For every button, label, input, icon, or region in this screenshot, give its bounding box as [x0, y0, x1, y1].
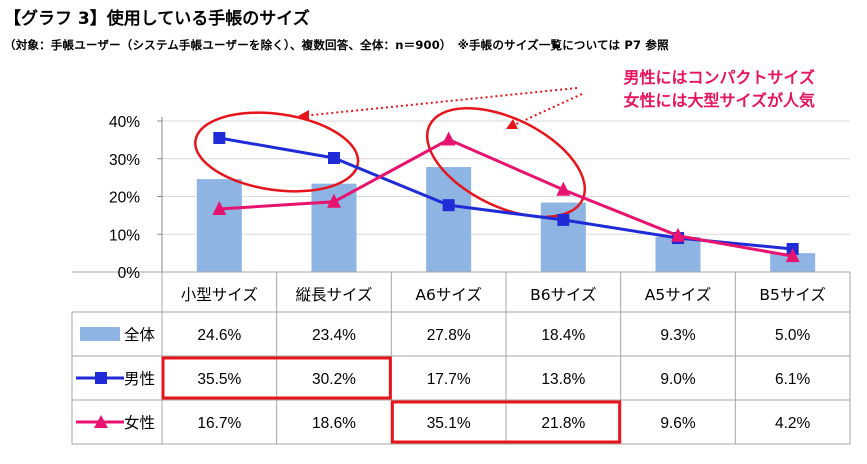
table-cell: 27.8%	[427, 327, 471, 344]
table-cell: 35.5%	[197, 371, 241, 388]
legend-key-marker	[94, 415, 108, 428]
data-point	[212, 200, 227, 215]
y-tick-label: 0%	[118, 265, 141, 282]
category-label: A6サイズ	[415, 286, 482, 304]
legend-label: 男性	[124, 370, 155, 388]
line-series	[212, 131, 800, 263]
y-tick-label: 40%	[109, 114, 140, 131]
data-point	[213, 131, 226, 144]
legend-key-marker	[95, 372, 107, 384]
highlight-box	[161, 356, 392, 400]
table-cell: 35.1%	[427, 415, 471, 432]
chart-title: 【グラフ 3】使用している手帳のサイズ	[4, 9, 310, 29]
table-cell: 17.7%	[427, 371, 471, 388]
chart-subtitle: （対象：手帳ユーザー（システム手帳ユーザーを除く）、複数回答、全体：n＝900）…	[4, 38, 669, 52]
bar	[540, 202, 586, 272]
highlight-box	[390, 400, 622, 444]
callout-line-2: 女性には大型サイズが人気	[623, 91, 815, 110]
data-table: 小型サイズ 縦長サイズ A6サイズ B6サイズ A5サイズ B5サイズ 24.6% 23.4%…	[71, 271, 851, 445]
table-cell: 21.8%	[541, 415, 585, 432]
legend-label: 女性	[124, 413, 155, 432]
y-tick-label: 30%	[109, 152, 140, 169]
table-cell: 18.6%	[312, 415, 356, 432]
category-label: B5サイズ	[759, 286, 826, 304]
category-label: A5サイズ	[645, 286, 712, 304]
data-point	[328, 151, 340, 164]
legend-label: 全体	[124, 326, 156, 344]
category-label: B6サイズ	[530, 286, 597, 304]
table-cell: 13.8%	[541, 371, 585, 388]
table-cell: 6.1%	[775, 371, 811, 388]
bar-series-overall	[196, 167, 816, 272]
table-cell: 24.6%	[197, 327, 241, 344]
data-point	[442, 199, 455, 212]
bar	[770, 253, 816, 272]
callout-text: 男性にはコンパクトサイズ 女性には大型サイズが人気	[623, 66, 815, 112]
data-point	[671, 227, 685, 242]
bar	[196, 179, 242, 272]
highlight-ellipse-female	[425, 107, 587, 219]
highlight-ellipse-male	[194, 111, 360, 193]
data-point	[441, 131, 456, 146]
series-line-female	[219, 137, 793, 258]
y-tick-label: 10%	[109, 227, 140, 244]
bar	[426, 167, 472, 272]
table-cell: 9.0%	[660, 371, 696, 388]
data-point	[556, 181, 571, 196]
callout-arrowhead	[506, 119, 518, 129]
table-cell: 16.7%	[197, 415, 241, 432]
callout-pointers	[298, 87, 583, 129]
data-point	[557, 213, 570, 226]
grid-lines	[157, 117, 850, 273]
highlight-ellipses	[194, 107, 587, 219]
table-cell: 30.2%	[312, 371, 356, 388]
y-axis-labels: 0% 10% 20% 30% 40%	[109, 114, 140, 282]
table-cell: 4.2%	[775, 415, 811, 432]
table-cell: 18.4%	[541, 327, 585, 344]
category-label: 縦長サイズ	[295, 286, 372, 304]
data-point	[785, 248, 800, 263]
table-cell: 9.3%	[660, 327, 696, 344]
table-cell: 23.4%	[312, 327, 356, 344]
table-cell: 9.6%	[660, 415, 696, 432]
y-tick-label: 20%	[109, 190, 140, 207]
callout-pointer-male	[301, 87, 578, 117]
callout-line-1: 男性にはコンパクトサイズ	[623, 68, 815, 87]
table-cell: 5.0%	[775, 327, 811, 344]
data-point	[327, 193, 341, 208]
category-label: 小型サイズ	[181, 286, 258, 304]
series-line-male	[219, 136, 793, 251]
legend-key-overall	[80, 327, 120, 341]
callout-arrowhead	[298, 110, 309, 121]
